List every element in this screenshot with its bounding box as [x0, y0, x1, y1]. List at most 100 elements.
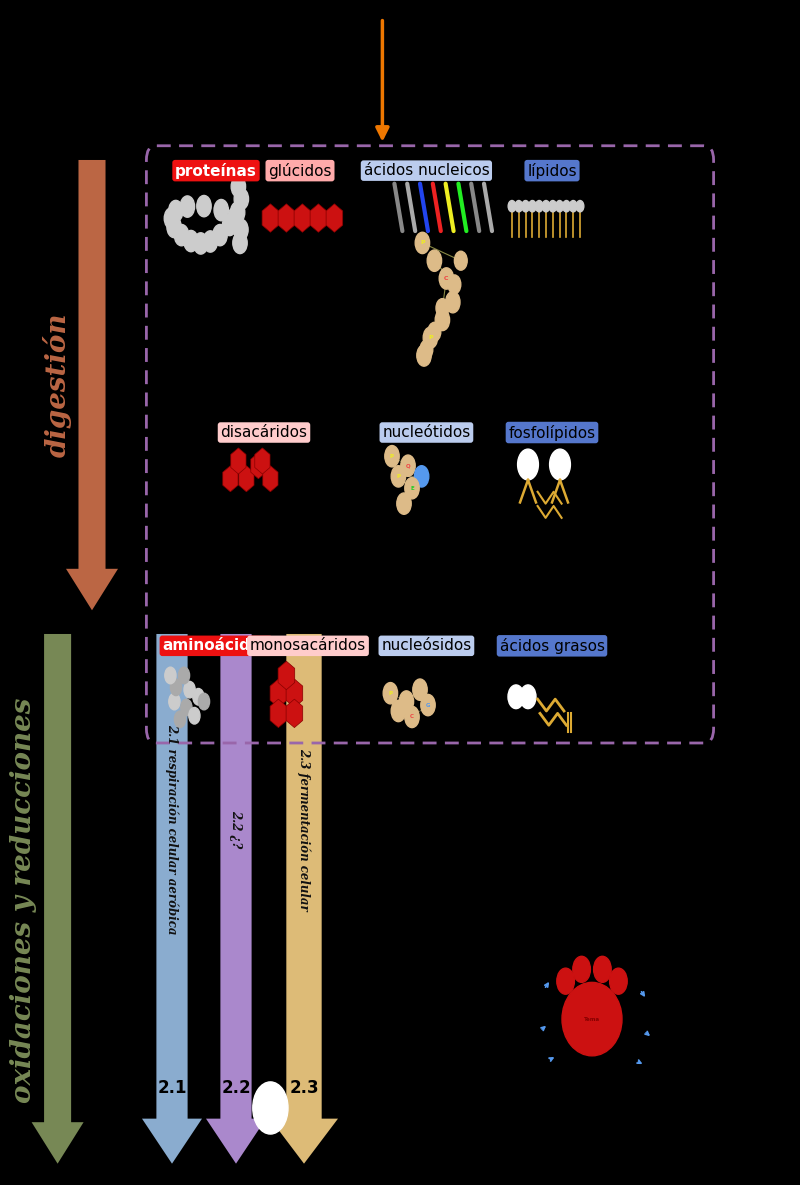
Circle shape: [550, 449, 570, 480]
Circle shape: [233, 232, 247, 254]
Circle shape: [518, 449, 538, 480]
Text: proteínas: proteínas: [175, 162, 257, 179]
Text: C: C: [410, 715, 414, 719]
Text: 2.2 ¿?: 2.2 ¿?: [230, 811, 242, 848]
Circle shape: [230, 201, 245, 223]
Circle shape: [399, 691, 414, 712]
Polygon shape: [278, 204, 294, 232]
Circle shape: [522, 200, 530, 212]
Circle shape: [542, 200, 550, 212]
Circle shape: [415, 232, 430, 254]
Circle shape: [446, 292, 460, 313]
Circle shape: [576, 200, 584, 212]
Text: oxidaciones y reducciones: oxidaciones y reducciones: [10, 698, 38, 1103]
Circle shape: [420, 340, 433, 359]
Circle shape: [508, 200, 516, 212]
Circle shape: [421, 694, 435, 716]
Text: monosacáridos: monosacáridos: [250, 639, 366, 653]
Circle shape: [385, 446, 399, 467]
Text: ácidos grasos: ácidos grasos: [499, 638, 605, 654]
Text: P: P: [389, 691, 392, 696]
Circle shape: [414, 466, 429, 487]
Polygon shape: [286, 679, 302, 707]
Polygon shape: [278, 661, 294, 690]
Polygon shape: [142, 634, 202, 1164]
Circle shape: [174, 224, 189, 245]
Circle shape: [397, 493, 411, 514]
Circle shape: [231, 175, 246, 197]
Text: ácidos nucleicos: ácidos nucleicos: [363, 164, 490, 178]
Circle shape: [165, 667, 176, 684]
Polygon shape: [262, 204, 278, 232]
Text: fosfolípidos: fosfolípidos: [509, 424, 595, 441]
Text: G: G: [426, 703, 430, 707]
Polygon shape: [326, 204, 342, 232]
Polygon shape: [250, 453, 266, 479]
Circle shape: [556, 200, 563, 212]
Circle shape: [184, 681, 195, 698]
Polygon shape: [270, 634, 338, 1164]
Circle shape: [391, 700, 406, 722]
Circle shape: [189, 707, 200, 724]
Circle shape: [594, 956, 611, 982]
Circle shape: [253, 1082, 288, 1134]
Circle shape: [435, 309, 450, 331]
Polygon shape: [262, 466, 278, 492]
Polygon shape: [270, 679, 286, 707]
Text: glúcidos: glúcidos: [268, 162, 332, 179]
Circle shape: [391, 466, 406, 487]
Text: disacáridos: disacáridos: [221, 425, 307, 440]
Circle shape: [535, 200, 543, 212]
Polygon shape: [286, 699, 302, 728]
Circle shape: [529, 200, 536, 212]
Circle shape: [203, 231, 218, 252]
Text: 2.3: 2.3: [289, 1078, 319, 1097]
Circle shape: [610, 968, 627, 994]
Circle shape: [383, 683, 398, 704]
Circle shape: [570, 200, 577, 212]
Circle shape: [436, 299, 449, 318]
Circle shape: [439, 268, 454, 289]
Polygon shape: [310, 204, 326, 232]
Circle shape: [184, 230, 198, 251]
Text: 2.1: 2.1: [158, 1078, 186, 1097]
Text: nucleótidos: nucleótidos: [382, 425, 470, 440]
Text: E: E: [410, 486, 414, 491]
Text: Q: Q: [406, 463, 410, 468]
Circle shape: [454, 251, 467, 270]
Circle shape: [428, 322, 441, 341]
Text: digestión: digestión: [43, 313, 72, 457]
Text: C: C: [444, 276, 449, 281]
Circle shape: [181, 699, 192, 716]
Text: aminoácidos: aminoácidos: [162, 639, 270, 653]
Circle shape: [227, 207, 242, 229]
Circle shape: [417, 345, 431, 366]
Circle shape: [167, 217, 182, 238]
Circle shape: [405, 706, 419, 728]
Circle shape: [234, 219, 248, 241]
Circle shape: [198, 693, 210, 710]
Circle shape: [401, 455, 415, 476]
Circle shape: [557, 968, 574, 994]
Text: P: P: [397, 474, 400, 479]
Polygon shape: [254, 448, 270, 474]
Circle shape: [170, 679, 182, 696]
Polygon shape: [270, 699, 286, 728]
Polygon shape: [66, 160, 118, 610]
Text: nucleósidos: nucleósidos: [382, 639, 471, 653]
Circle shape: [193, 688, 204, 705]
Circle shape: [197, 196, 211, 217]
Circle shape: [423, 327, 438, 348]
Circle shape: [405, 478, 419, 499]
Circle shape: [222, 214, 237, 236]
Circle shape: [180, 196, 194, 217]
Polygon shape: [230, 448, 246, 474]
Polygon shape: [222, 466, 238, 492]
Text: P: P: [390, 454, 394, 459]
Circle shape: [573, 956, 590, 982]
Polygon shape: [206, 634, 266, 1164]
Text: 2.1 respiración celular aeróbica: 2.1 respiración celular aeróbica: [166, 724, 178, 935]
Text: 2.3 fermentación celular: 2.3 fermentación celular: [298, 748, 310, 911]
Circle shape: [413, 679, 427, 700]
Circle shape: [234, 188, 249, 210]
